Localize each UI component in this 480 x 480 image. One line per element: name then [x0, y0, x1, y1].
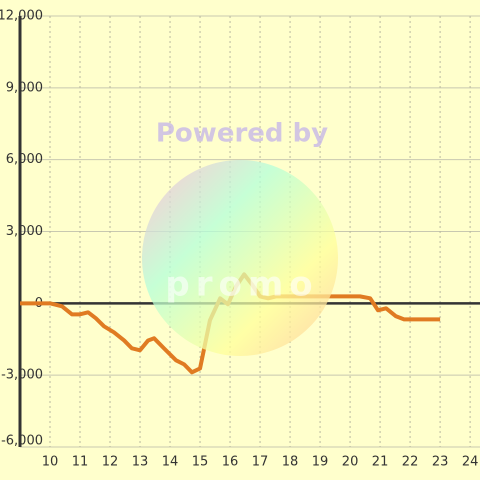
y-tick-label: -3,000: [1, 368, 43, 383]
x-tick-label: 21: [372, 455, 389, 470]
y-tick-label: 9,000: [6, 80, 43, 95]
x-tick-label: 14: [162, 455, 179, 470]
x-tick-label: 23: [432, 455, 449, 470]
x-tick-label: 20: [342, 455, 359, 470]
x-tick-label: 10: [42, 455, 59, 470]
x-tick-label: 11: [72, 455, 89, 470]
watermark-text: promo: [165, 265, 318, 305]
series-line: [20, 272, 441, 375]
x-tick-label: 18: [282, 455, 299, 470]
y-tick-label: 3,000: [6, 224, 43, 239]
watermark-text: Powered by: [156, 119, 328, 149]
x-tick-label: 12: [102, 455, 119, 470]
y-tick-label: 6,000: [6, 152, 43, 167]
x-tick-label: 22: [402, 455, 419, 470]
x-tick-label: 17: [252, 455, 269, 470]
x-tick-label: 16: [222, 455, 239, 470]
watermark-circle: [142, 160, 338, 356]
x-tick-label: 24: [462, 455, 479, 470]
x-tick-label: 15: [192, 455, 209, 470]
y-tick-label: -6,000: [1, 434, 43, 449]
x-tick-label: 13: [132, 455, 149, 470]
x-tick-label: 19: [312, 455, 329, 470]
